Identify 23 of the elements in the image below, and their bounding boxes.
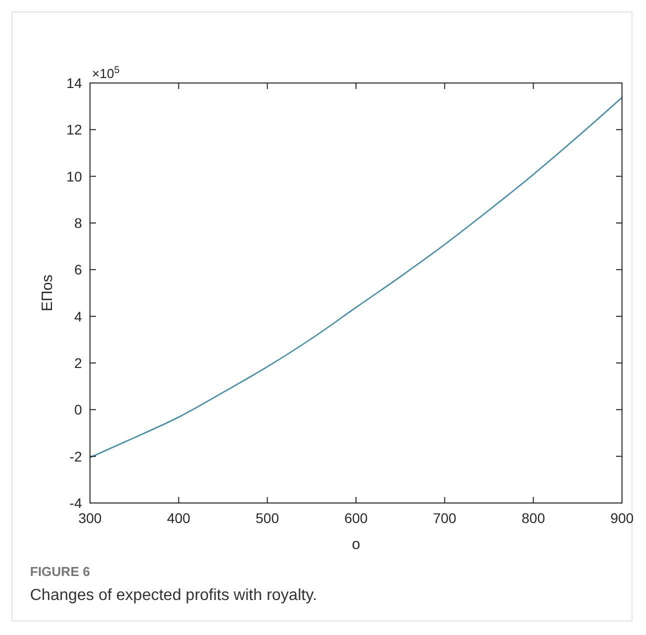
- y-tick-label: -4: [70, 495, 82, 511]
- x-tick-label: 700: [432, 510, 457, 526]
- y-tick-label: 12: [66, 122, 82, 138]
- x-tick-label: 800: [522, 510, 546, 526]
- y-axis-title: EΠos: [39, 274, 56, 312]
- x-tick-label: 300: [78, 510, 102, 526]
- x-tick-label: 600: [344, 510, 368, 526]
- x-tick-label: 900: [610, 510, 634, 526]
- text: ×10$^{5}$: [92, 64, 120, 81]
- y-tick-label: 10: [66, 168, 82, 184]
- y-tick-label: 4: [74, 308, 82, 324]
- y-tick-label: 8: [74, 215, 82, 231]
- x-tick-label: 500: [256, 510, 280, 526]
- y-tick-label: 14: [66, 75, 82, 91]
- x-tick-label: 400: [166, 510, 191, 526]
- y-tick-label: -2: [70, 448, 82, 464]
- text: Changes of expected profits with royalty.: [30, 587, 317, 604]
- y-tick-label: 0: [74, 402, 82, 418]
- y-tick-label: 2: [74, 355, 82, 371]
- y-tick-label: 6: [74, 262, 82, 278]
- line-series: [89, 96, 623, 458]
- caption: FIGURE 6: [30, 564, 90, 579]
- x-axis-title: o: [352, 536, 360, 553]
